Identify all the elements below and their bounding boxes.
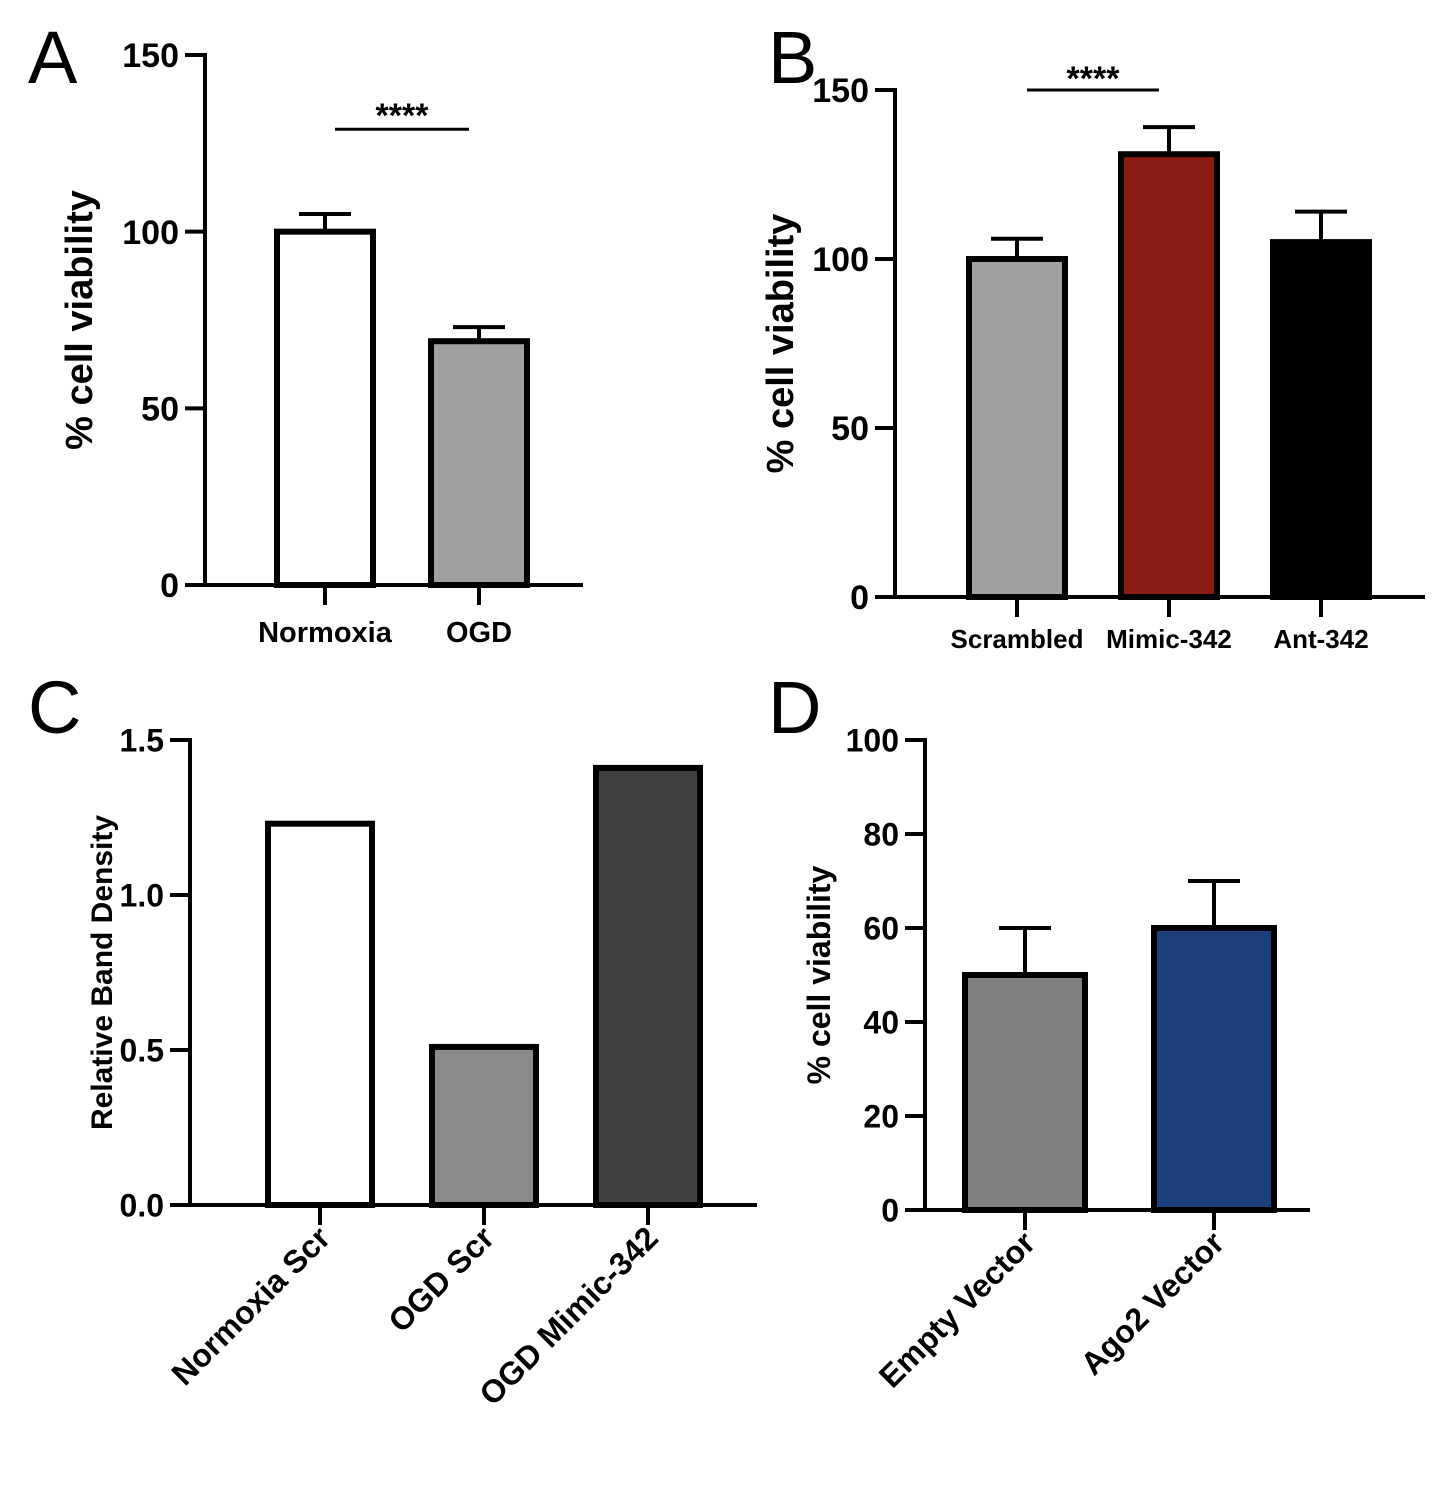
y-tick-label-c-1: 0.0 [120,1188,164,1224]
y-tick-label-d-6: 100 [846,723,899,759]
y-tick-label-d-5: 80 [863,817,899,853]
y-tick-label-c-4: 1.5 [120,723,164,759]
bar-c-3 [593,764,703,1209]
bar-c-1 [265,820,375,1208]
significance-label-a: **** [376,97,430,135]
x-tick-label-d-1: Empty Vector [872,1224,1042,1394]
x-tick-label-b-3: Ant-342 [1273,624,1368,654]
y-axis-title-d: % cell viability [801,865,837,1084]
y-axis-title-b: % cell viability [760,214,802,474]
y-tick-label-b-3: 100 [812,241,869,279]
x-tick-label-b-1: Scrambled [951,624,1084,654]
y-tick-label-a-3: 100 [122,214,179,252]
bar-a-1 [274,228,376,589]
panel-label-c: C [28,666,81,749]
panel-label-d: D [768,666,821,749]
y-axis-title-a: % cell viability [59,190,101,450]
y-tick-label-d-1: 0 [881,1193,899,1229]
x-tick-label-b-2: Mimic-342 [1106,624,1232,654]
y-tick-label-c-2: 0.5 [120,1033,164,1069]
y-tick-label-a-2: 50 [141,391,179,429]
x-tick-label-a-1: Normoxia [258,617,393,649]
bar-b-1 [966,256,1068,600]
y-tick-label-a-1: 0 [160,567,179,605]
y-tick-label-b-2: 50 [831,410,869,448]
x-tick-label-c-1: Normoxia Scr [164,1219,337,1392]
y-tick-label-d-3: 40 [863,1005,899,1041]
bar-d-2 [1151,925,1277,1213]
y-tick-label-d-2: 20 [863,1099,899,1135]
bar-c-2 [429,1043,539,1209]
y-axis-title-c: Relative Band Density [86,815,119,1130]
y-tick-label-b-4: 150 [812,72,869,110]
y-tick-label-b-1: 0 [850,579,869,617]
y-tick-label-d-4: 60 [863,911,899,947]
bar-a-2 [428,338,530,589]
x-tick-label-c-2: OGD Scr [381,1219,501,1339]
bar-d-1 [962,972,1088,1213]
panel-label-b: B [768,16,817,99]
x-tick-label-d-2: Ago2 Vector [1073,1224,1230,1381]
x-tick-label-c-3: OGD Mimic-342 [472,1219,665,1412]
y-tick-label-c-3: 1.0 [120,878,164,914]
significance-label-b: **** [1067,60,1121,98]
bar-b-2 [1118,151,1220,600]
x-tick-label-a-2: OGD [446,617,512,649]
panel-label-a: A [28,16,78,99]
y-tick-label-a-4: 150 [122,37,179,75]
bar-b-3 [1270,239,1372,600]
